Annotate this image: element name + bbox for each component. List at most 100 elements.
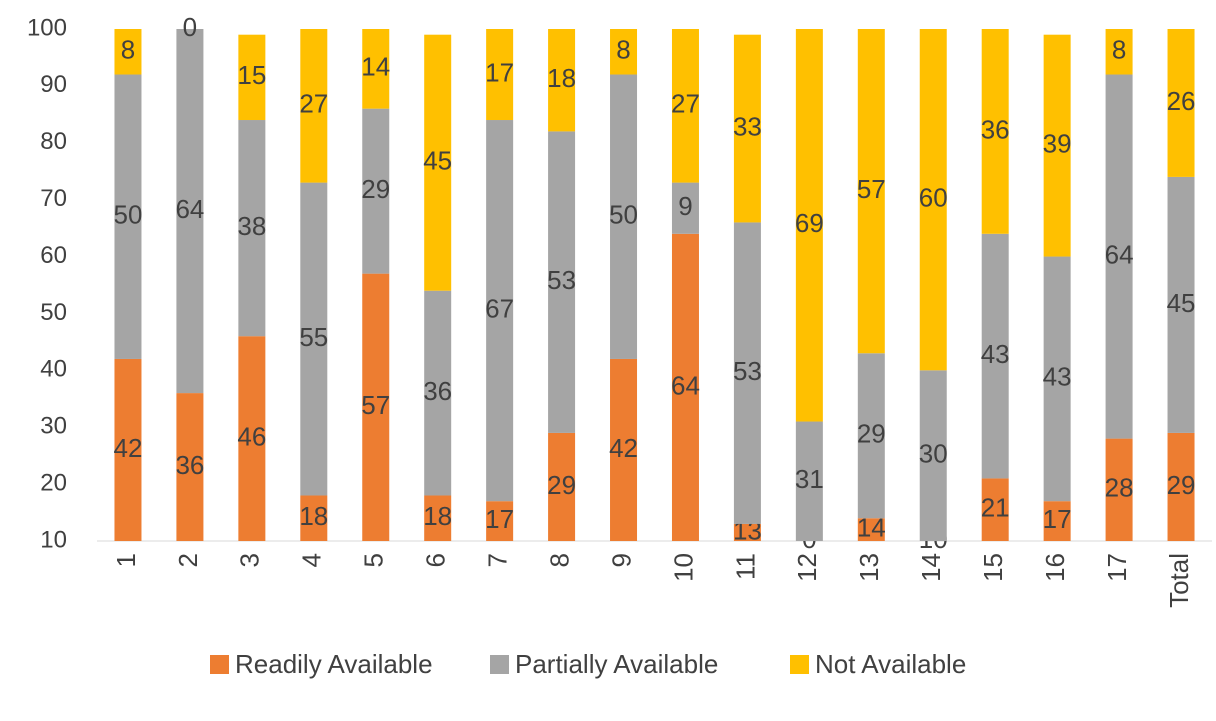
data-label: 46	[237, 421, 266, 451]
data-label: 17	[485, 57, 514, 87]
bar-segment	[362, 273, 390, 541]
data-label: 30	[919, 439, 948, 469]
y-tick-label: 30	[40, 413, 67, 440]
y-tick-label: 100	[27, 14, 67, 41]
data-label: 14	[361, 52, 390, 82]
bar-segment	[486, 501, 514, 541]
data-label: 67	[485, 293, 514, 323]
data-label: 8	[616, 35, 630, 65]
x-tick-label: 11	[730, 553, 760, 580]
data-label: 26	[1167, 86, 1196, 116]
bar-segment	[1043, 34, 1071, 257]
data-label: 64	[175, 194, 204, 224]
x-tick-label: 6	[421, 553, 451, 567]
data-label: 69	[795, 208, 824, 238]
bar-segment	[486, 120, 514, 502]
data-label: 8	[121, 35, 135, 65]
data-label: 50	[114, 200, 143, 230]
bar-segment	[300, 495, 328, 541]
bar-segment	[362, 108, 390, 274]
y-tick-label: 90	[40, 71, 67, 98]
bar-segment	[548, 432, 576, 541]
data-label: 45	[1167, 288, 1196, 318]
bar-segment	[795, 29, 823, 422]
data-label: 36	[981, 114, 1010, 144]
bar-segment	[548, 131, 576, 433]
bar-segment	[1167, 29, 1195, 177]
data-label: 36	[175, 450, 204, 480]
bar-segment	[610, 358, 638, 541]
x-tick-label: Total	[1164, 553, 1194, 608]
data-label: 53	[547, 265, 576, 295]
x-tick-label: 1	[111, 553, 141, 567]
bar-segment	[114, 29, 142, 75]
data-label: 8	[1112, 35, 1126, 65]
bar-segment	[114, 358, 142, 541]
bar-segment	[981, 29, 1009, 234]
data-label: 39	[1043, 128, 1072, 158]
bar-segment	[238, 336, 266, 541]
data-label: 53	[733, 356, 762, 386]
x-tick-label: 9	[606, 553, 636, 567]
x-tick-label: 7	[483, 553, 513, 567]
x-tick-label: 8	[544, 553, 574, 567]
data-label: 55	[299, 322, 328, 352]
data-label: 60	[919, 183, 948, 213]
x-tick-label: 3	[235, 553, 265, 567]
bar-segment	[981, 233, 1009, 479]
data-label: 43	[981, 339, 1010, 369]
data-label: 38	[237, 211, 266, 241]
bar-segment	[424, 495, 452, 541]
x-tick-label: 2	[173, 553, 203, 567]
bar-segment	[1167, 176, 1195, 433]
data-label: 21	[981, 493, 1010, 523]
data-label: 42	[114, 433, 143, 463]
data-label: 50	[609, 200, 638, 230]
x-tick-label: 4	[297, 553, 327, 567]
y-tick-label: 50	[40, 299, 67, 326]
y-tick-label: 20	[40, 469, 67, 496]
x-tick-label: 12	[792, 553, 822, 582]
x-tick-label: 17	[1102, 553, 1132, 582]
legend-label: Readily Available	[235, 649, 433, 679]
bar-segment	[300, 182, 328, 496]
legend-label: Partially Available	[515, 649, 718, 679]
data-label: 42	[609, 433, 638, 463]
data-label: 57	[361, 390, 390, 420]
bar-segment	[486, 29, 514, 121]
data-label: 29	[1167, 470, 1196, 500]
bar-segment	[857, 353, 885, 519]
data-label: 29	[547, 470, 576, 500]
data-label: 0	[183, 12, 197, 42]
data-label: 33	[733, 111, 762, 141]
bar-segment	[424, 290, 452, 496]
data-label: 64	[671, 370, 700, 400]
bar-segment	[1043, 256, 1071, 502]
bar-segment	[919, 29, 947, 371]
data-label: 15	[237, 60, 266, 90]
bar-segment	[795, 421, 823, 541]
legend-label: Not Available	[815, 649, 966, 679]
data-label: 45	[423, 146, 452, 176]
bar-segment	[610, 29, 638, 75]
x-tick-label: 15	[978, 553, 1008, 582]
data-label: 43	[1043, 362, 1072, 392]
bar-segment	[733, 523, 761, 541]
bar-segment	[424, 34, 452, 291]
data-label: 18	[547, 63, 576, 93]
data-label: 36	[423, 376, 452, 406]
legend-swatch	[210, 655, 229, 674]
data-label: 18	[299, 501, 328, 531]
bar-segment	[919, 370, 947, 541]
data-label: 29	[361, 174, 390, 204]
x-tick-label: 16	[1040, 553, 1070, 582]
bar-segment	[1043, 501, 1071, 541]
legend-swatch	[790, 655, 809, 674]
data-label: 17	[1043, 504, 1072, 534]
y-tick-label: 40	[40, 356, 67, 383]
data-label: 9	[678, 191, 692, 221]
x-tick-label: 14	[916, 553, 946, 582]
bar-segment	[1105, 29, 1133, 75]
data-label: 18	[423, 501, 452, 531]
